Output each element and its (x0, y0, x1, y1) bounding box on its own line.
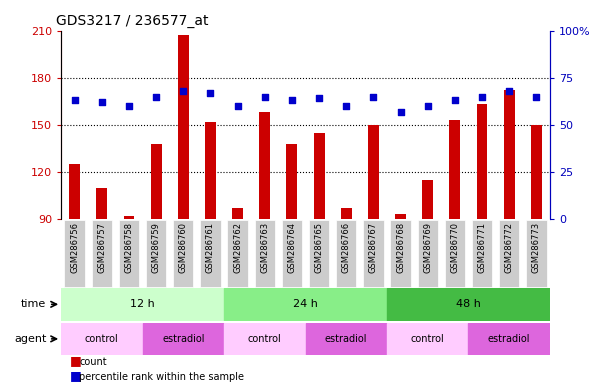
Bar (123, 216, 134, 219)
Text: GSM286770: GSM286770 (450, 222, 459, 273)
Bar (205, 122, 216, 219)
Bar (450, 120, 460, 219)
Point (396, 109, 406, 115)
FancyBboxPatch shape (472, 220, 492, 286)
Text: GSM286764: GSM286764 (287, 222, 296, 273)
Text: percentile rank within the sample: percentile rank within the sample (79, 372, 244, 382)
Bar (469, 323, 550, 355)
FancyBboxPatch shape (65, 220, 85, 286)
Text: control: control (85, 334, 119, 344)
Text: GSM286765: GSM286765 (315, 222, 324, 273)
Bar (142, 323, 224, 355)
Text: GSM286758: GSM286758 (125, 222, 133, 273)
Bar (224, 323, 306, 355)
Text: time: time (21, 299, 46, 310)
Point (423, 103, 433, 109)
Bar (477, 104, 488, 219)
Bar (395, 214, 406, 219)
Bar (224, 288, 387, 321)
Text: control: control (248, 334, 282, 344)
Bar (69, 164, 80, 219)
Bar (387, 288, 550, 321)
Bar (368, 125, 379, 219)
FancyBboxPatch shape (417, 220, 438, 286)
Bar (232, 208, 243, 219)
Point (504, 88, 514, 94)
FancyBboxPatch shape (282, 220, 302, 286)
Text: estradiol: estradiol (162, 334, 205, 344)
Bar (287, 144, 298, 219)
Point (532, 94, 541, 100)
FancyBboxPatch shape (390, 220, 411, 286)
Bar (97, 187, 108, 219)
Point (450, 97, 459, 103)
Text: GSM286759: GSM286759 (152, 222, 161, 273)
Bar (61, 323, 142, 355)
Text: GSM286760: GSM286760 (179, 222, 188, 273)
Point (342, 103, 351, 109)
Bar (151, 144, 161, 219)
FancyBboxPatch shape (255, 220, 275, 286)
FancyBboxPatch shape (200, 220, 221, 286)
Point (368, 94, 378, 100)
Bar (531, 125, 542, 219)
FancyBboxPatch shape (119, 220, 139, 286)
Bar (503, 90, 514, 219)
Point (124, 103, 134, 109)
Bar (61, 288, 224, 321)
Bar (313, 132, 324, 219)
Text: GSM286762: GSM286762 (233, 222, 242, 273)
Bar (259, 112, 270, 219)
Text: 12 h: 12 h (130, 299, 155, 310)
Text: GSM286757: GSM286757 (97, 222, 106, 273)
Bar (422, 180, 433, 219)
FancyBboxPatch shape (499, 220, 519, 286)
Point (260, 94, 269, 100)
Text: GSM286766: GSM286766 (342, 222, 351, 273)
Bar (178, 35, 189, 219)
FancyBboxPatch shape (526, 220, 546, 286)
FancyBboxPatch shape (336, 220, 356, 286)
FancyBboxPatch shape (445, 220, 465, 286)
FancyBboxPatch shape (363, 220, 384, 286)
FancyBboxPatch shape (92, 220, 112, 286)
FancyBboxPatch shape (227, 220, 248, 286)
Bar (306, 323, 387, 355)
Point (314, 95, 324, 101)
Text: 48 h: 48 h (456, 299, 481, 310)
Text: ■: ■ (70, 354, 82, 367)
Text: GSM286761: GSM286761 (206, 222, 215, 273)
Bar (387, 323, 469, 355)
Point (477, 94, 487, 100)
Text: GSM286767: GSM286767 (369, 222, 378, 273)
FancyBboxPatch shape (146, 220, 166, 286)
Text: GSM286763: GSM286763 (260, 222, 269, 273)
Bar (341, 208, 352, 219)
Point (178, 88, 188, 94)
Text: estradiol: estradiol (325, 334, 367, 344)
Text: GSM286771: GSM286771 (478, 222, 486, 273)
Text: ■: ■ (70, 369, 82, 382)
Text: GSM286769: GSM286769 (423, 222, 432, 273)
Text: count: count (79, 357, 107, 367)
Point (152, 94, 161, 100)
Text: agent: agent (14, 334, 46, 344)
Text: GSM286756: GSM286756 (70, 222, 79, 273)
Point (287, 97, 297, 103)
Text: GSM286772: GSM286772 (505, 222, 514, 273)
Point (205, 90, 215, 96)
Text: GSM286768: GSM286768 (396, 222, 405, 273)
Point (70, 97, 79, 103)
Text: control: control (411, 334, 445, 344)
Point (97, 99, 107, 105)
Text: GDS3217 / 236577_at: GDS3217 / 236577_at (56, 14, 209, 28)
Point (233, 103, 243, 109)
Text: 24 h: 24 h (293, 299, 318, 310)
FancyBboxPatch shape (173, 220, 194, 286)
Text: GSM286773: GSM286773 (532, 222, 541, 273)
Text: estradiol: estradiol (488, 334, 530, 344)
FancyBboxPatch shape (309, 220, 329, 286)
